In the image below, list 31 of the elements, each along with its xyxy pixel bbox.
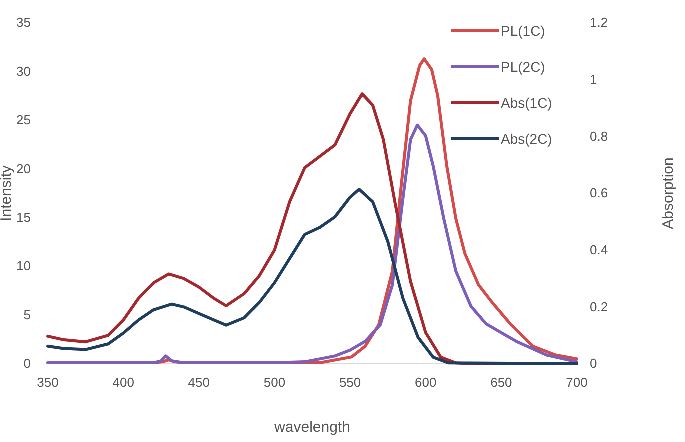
legend-label: Abs(2C) xyxy=(501,131,552,147)
legend-label: PL(1C) xyxy=(501,23,546,39)
y-tick-label: 10 xyxy=(16,258,31,274)
y2-tick-label: 1 xyxy=(590,72,598,87)
y-tick-label: 0 xyxy=(24,356,31,372)
y2-tick-label: 0.4 xyxy=(590,242,608,258)
x-tick-label: 350 xyxy=(37,375,59,390)
x-tick-label: 550 xyxy=(339,375,362,390)
y2-tick-label: 0.8 xyxy=(590,128,608,144)
y-tick-label: 5 xyxy=(24,307,31,322)
x-tick-label: 500 xyxy=(264,375,286,390)
x-tick-label: 450 xyxy=(188,375,210,390)
y2-tick-label: 1.2 xyxy=(590,15,608,30)
y2-tick-label: 0.2 xyxy=(590,299,608,314)
y2-axis-title: Absorption xyxy=(660,158,677,230)
y-tick-label: 25 xyxy=(16,112,31,128)
x-tick-label: 400 xyxy=(112,375,134,390)
legend-label: PL(2C) xyxy=(501,59,546,75)
y-tick-label: 20 xyxy=(16,161,31,176)
line-series xyxy=(46,188,578,366)
y-tick-label: 15 xyxy=(16,210,31,226)
y-axis-title: Intensity xyxy=(0,165,15,222)
legend-label: Abs(1C) xyxy=(501,95,552,111)
y2-tick-label: 0.6 xyxy=(590,186,608,201)
x-tick-label: 650 xyxy=(490,375,512,390)
y-tick-label: 30 xyxy=(16,64,31,79)
x-tick-label: 600 xyxy=(415,375,437,390)
y2-tick-label: 0 xyxy=(590,356,598,372)
x-tick-label: 700 xyxy=(566,375,588,390)
x-axis-title: wavelength xyxy=(274,419,350,436)
y-tick-label: 35 xyxy=(16,15,31,30)
